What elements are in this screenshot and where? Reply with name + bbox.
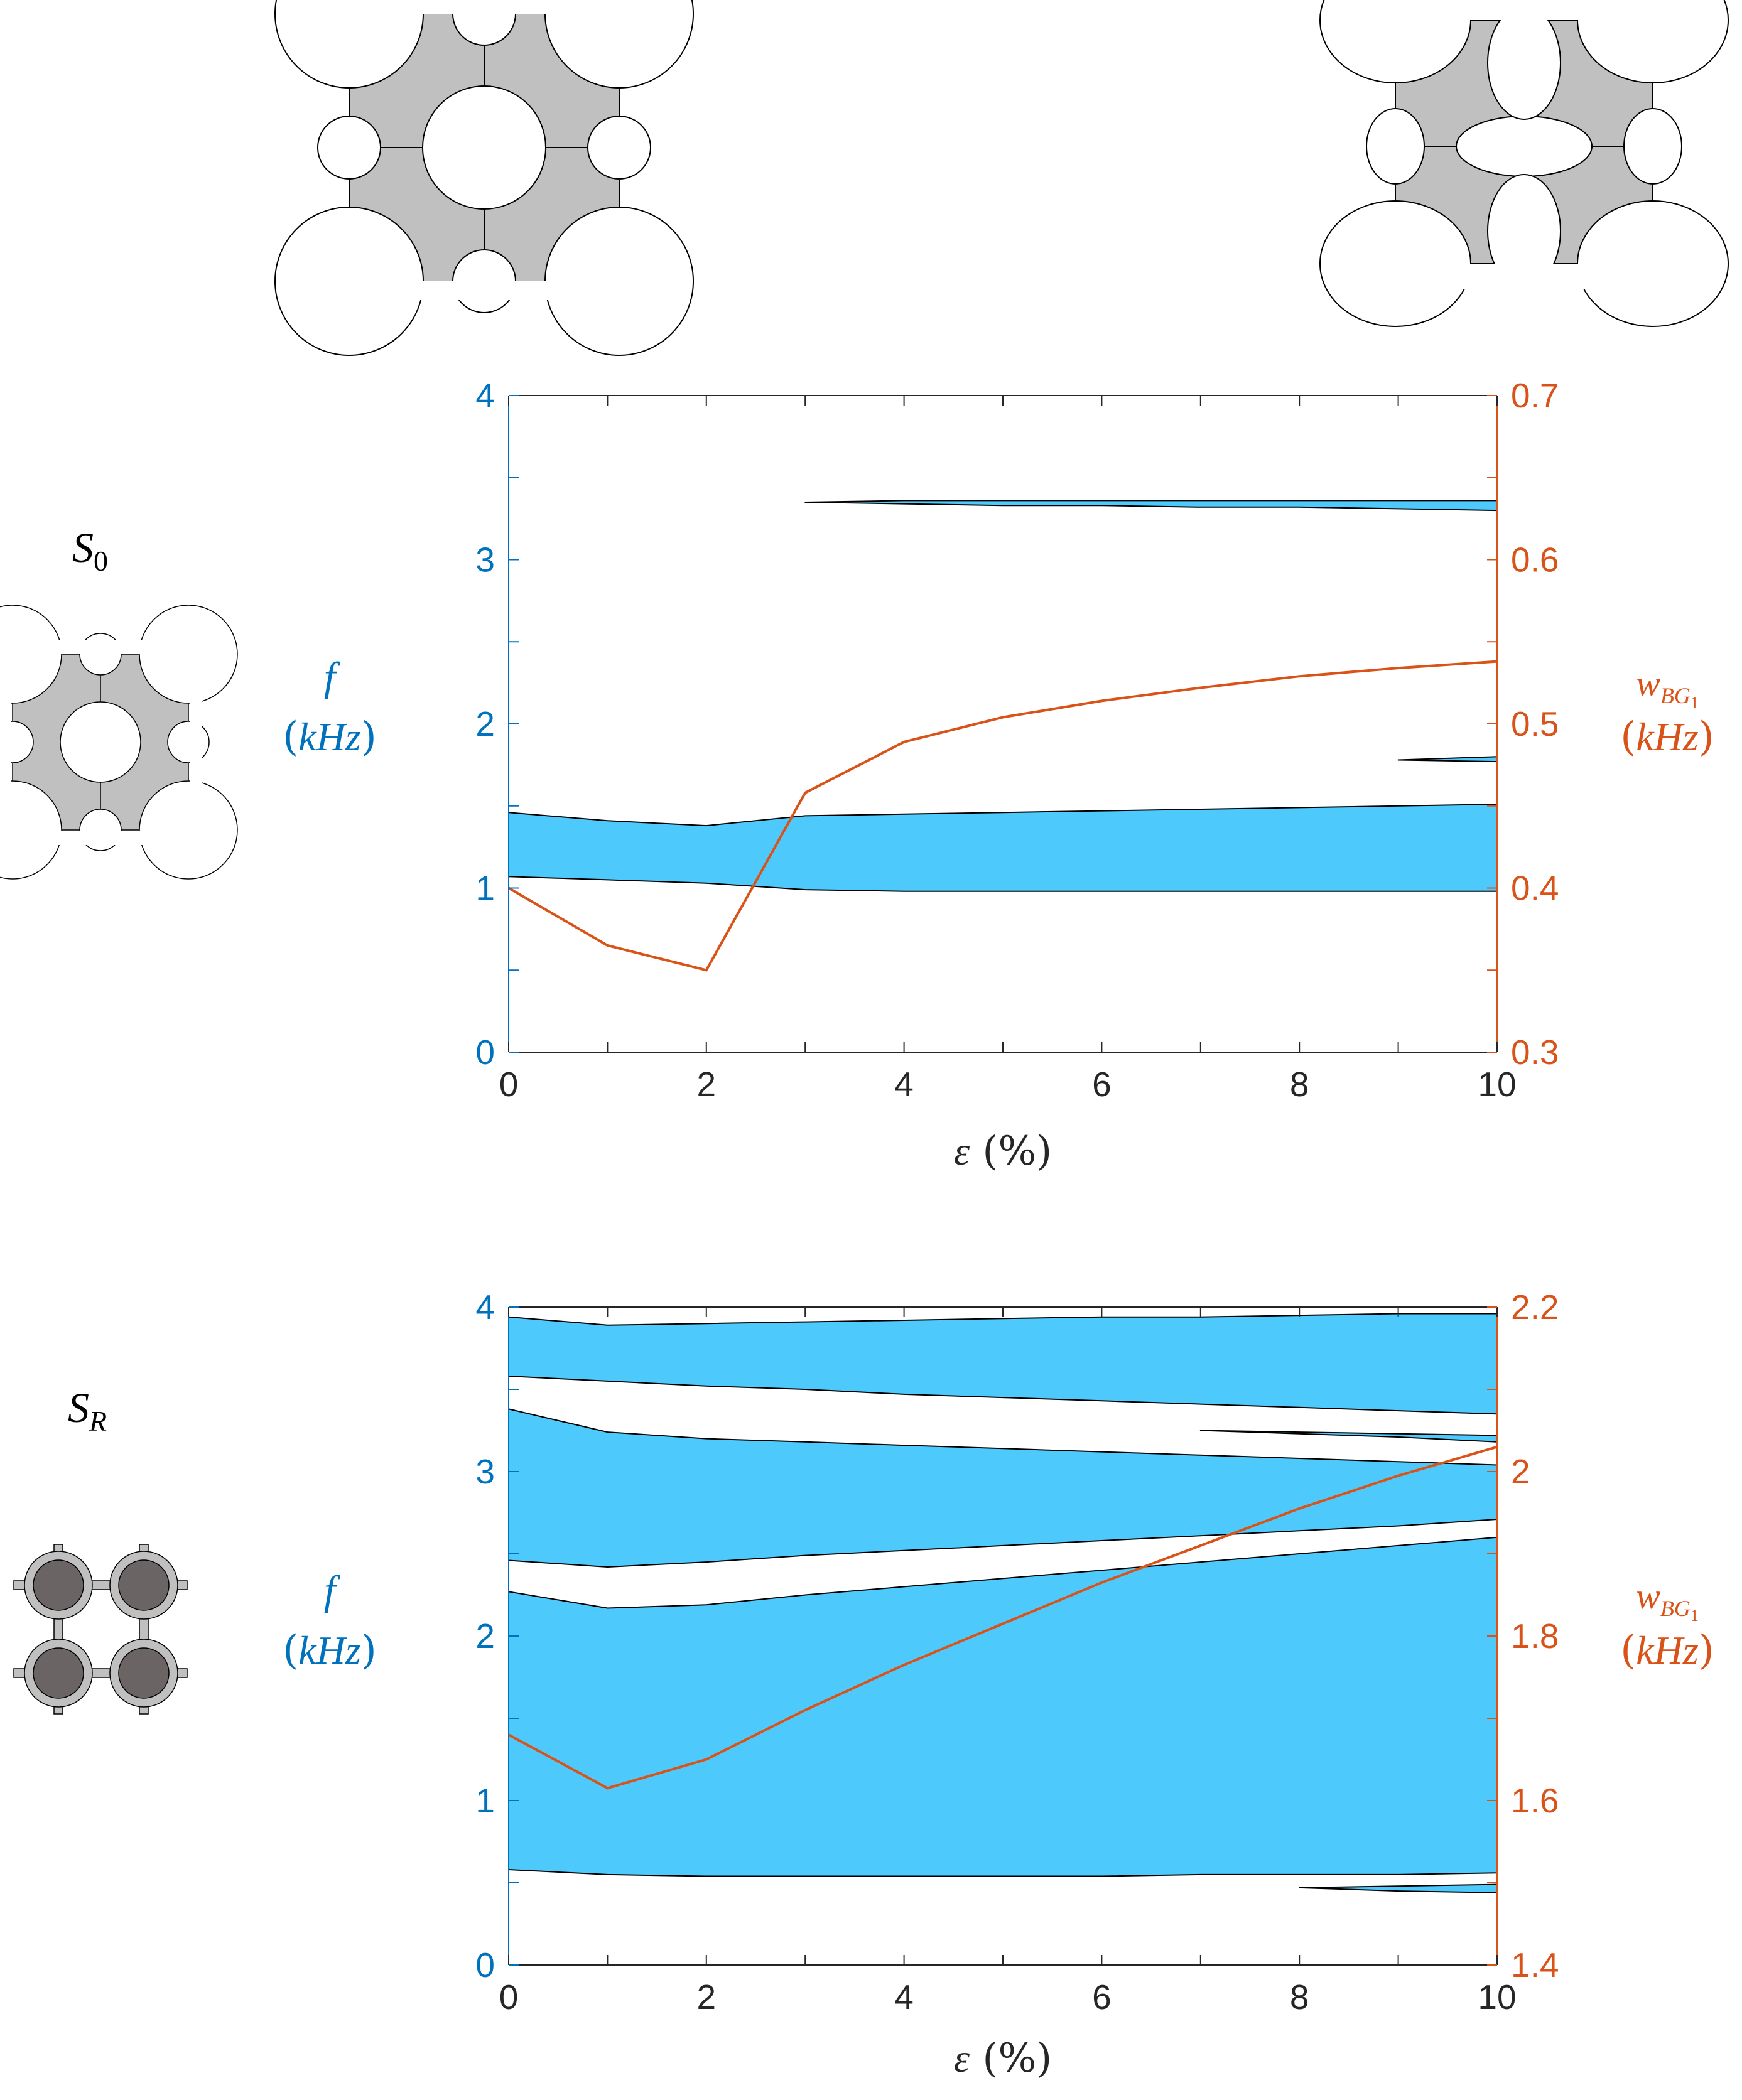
svg-text:(kHz): (kHz): [1620, 1627, 1714, 1674]
sr-left-tick-label: 2: [475, 1617, 495, 1656]
sr-right-axis-label: wBG1 (kHz): [1620, 1576, 1714, 1674]
sr-left-axis-label: f (kHz): [283, 1568, 376, 1674]
sr-cell-icon: [13, 1544, 188, 1715]
s0-x-tick-label: 2: [697, 1065, 717, 1104]
row-label-sr: SR: [68, 1384, 107, 1437]
svg-text:(kHz): (kHz): [283, 1627, 376, 1674]
s0-x-tick-label: 10: [1478, 1065, 1516, 1104]
chart-s0: 0 2 4 6 8 10 0 1 2 3 4 0.3 0.4 0.5 0.6 0.7 f (kHz) wBG1…: [283, 376, 1714, 1175]
deformed-cell-large-icon: [1319, 0, 1729, 327]
sr-x-tick-label: 10: [1478, 1978, 1516, 2017]
sr-right-tick-label: 1.6: [1511, 1781, 1559, 1820]
s0-x-tick-label: 4: [894, 1065, 914, 1104]
s0-band-1: [1397, 756, 1497, 763]
s0-cell-icon: [0, 605, 238, 880]
sr-right-tick-label: 2: [1511, 1452, 1530, 1491]
s0-band-0: [509, 804, 1497, 892]
s0-band-2: [804, 500, 1497, 512]
s0-right-tick-label: 0.6: [1511, 541, 1559, 579]
sr-bandgap-width-line: [509, 1445, 1497, 1790]
sr-x-tick-label: 6: [1092, 1978, 1112, 2017]
s0-right-tick-label: 0.3: [1511, 1033, 1559, 1072]
s0-bandgap-width-line: [509, 660, 1497, 972]
svg-text:(kHz): (kHz): [1620, 714, 1714, 760]
s0-x-tick-label: 0: [499, 1065, 519, 1104]
row-label-s0: S0: [72, 524, 108, 577]
sr-band-1: [509, 1536, 1497, 1877]
undeformed-cell-large-icon: [274, 0, 694, 356]
s0-x-tick-label: 8: [1290, 1065, 1309, 1104]
sr-x-tick-label: 2: [697, 1978, 717, 2017]
sr-left-tick-label: 1: [475, 1781, 495, 1820]
s0-right-tick-label: 0.7: [1511, 376, 1559, 415]
sr-band-4: [509, 1313, 1497, 1415]
sr-x-tick-label: 4: [894, 1978, 914, 2017]
chart-sr: 0 2 4 6 8 10 0 1 2 3 4 1.4 1.6 1.8 2 2.2 f (kHz) wBG1 (…: [283, 1288, 1714, 2082]
svg-text:(kHz): (kHz): [283, 714, 376, 760]
sr-x-axis-label: ε (%): [954, 2035, 1052, 2082]
s0-left-tick-label: 3: [475, 541, 495, 579]
s0-left-tick-label: 2: [475, 704, 495, 743]
sr-band-0: [1299, 1883, 1497, 1893]
sr-right-tick-label: 2.2: [1511, 1288, 1559, 1327]
s0-right-axis-label: wBG1 (kHz): [1620, 663, 1714, 760]
svg-text:f: f: [324, 1568, 340, 1613]
s0-left-axis-label: f (kHz): [283, 654, 376, 760]
s0-x-axis-label: ε (%): [954, 1128, 1052, 1175]
s0-right-tick-label: 0.4: [1511, 869, 1559, 908]
sr-x-tick-label: 0: [499, 1978, 519, 2017]
sr-left-tick-label: 3: [475, 1452, 495, 1491]
sr-left-tick-label: 4: [475, 1288, 495, 1327]
s0-left-tick-label: 4: [475, 376, 495, 415]
svg-text:wBG1: wBG1: [1636, 663, 1699, 712]
s0-x-tick-label: 6: [1092, 1065, 1112, 1104]
sr-x-tick-label: 8: [1290, 1978, 1309, 2017]
sr-band-3: [1199, 1430, 1497, 1443]
sr-right-tick-label: 1.4: [1511, 1946, 1559, 1984]
svg-text:f: f: [324, 654, 340, 700]
svg-text:wBG1: wBG1: [1636, 1576, 1699, 1625]
sr-left-tick-label: 0: [475, 1946, 495, 1984]
s0-left-tick-label: 1: [475, 869, 495, 908]
sr-right-tick-label: 1.8: [1511, 1617, 1559, 1656]
s0-right-tick-label: 0.5: [1511, 704, 1559, 743]
s0-left-tick-label: 0: [475, 1033, 495, 1072]
